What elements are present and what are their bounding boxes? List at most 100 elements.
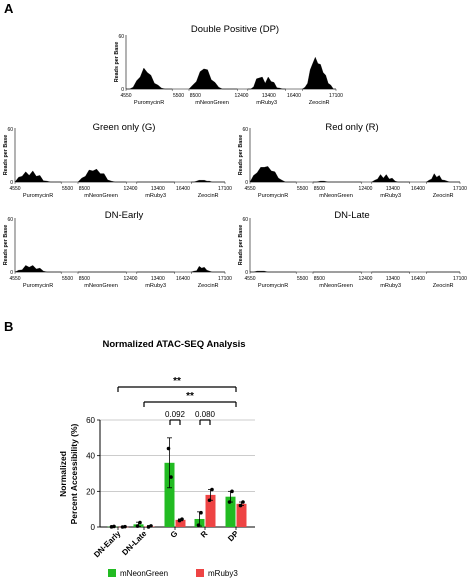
gene-label-zeocinr: ZeocinR — [433, 193, 454, 199]
xtick-label-g: G — [169, 529, 180, 540]
legend-label-mneongreen: mNeonGreen — [120, 569, 168, 578]
gene-label-mneongreen: mNeonGreen — [319, 193, 353, 199]
track-y-label: Reads per Base — [238, 135, 244, 175]
track-y-label: Reads per Base — [114, 42, 120, 82]
track-coordinate-label: 12400 — [124, 276, 138, 282]
track-coordinate-label: 12400 — [359, 276, 373, 282]
legend-label-mruby3: mRuby3 — [208, 569, 238, 578]
track-coordinate-label: 4550 — [120, 93, 131, 99]
gene-label-mneongreen: mNeonGreen — [84, 193, 118, 199]
replicate-point — [199, 510, 203, 515]
track-coordinate-label: 17100 — [453, 186, 467, 192]
bar-mruby3-g — [175, 519, 186, 527]
coverage-area-puromycinr — [14, 265, 62, 273]
track-coordinate-label: 8500 — [79, 186, 90, 192]
gene-label-mneongreen: mNeonGreen — [195, 100, 229, 106]
track-y-label: Reads per Base — [3, 135, 9, 175]
gene-label-mneongreen: mNeonGreen — [84, 283, 118, 289]
bar-mneongreen-g — [164, 462, 175, 527]
replicate-point — [169, 475, 173, 479]
gene-label-puromycinr: PuromycinR — [23, 193, 53, 199]
track-y-label: Reads per Base — [3, 225, 9, 265]
track-title: Red only (R) — [325, 122, 378, 133]
track-coordinate-label: 5500 — [62, 276, 73, 282]
gene-label-puromycinr: PuromycinR — [134, 100, 164, 106]
track-ytick-label: 0 — [121, 87, 124, 93]
track-coordinate-label: 12400 — [124, 186, 138, 192]
track-ytick-label: 60 — [118, 34, 124, 40]
coverage-area-puromycinr — [14, 170, 62, 183]
coverage-area-mneongreen — [188, 68, 238, 90]
track-coordinate-label: 12400 — [235, 93, 249, 99]
track-coordinate-label: 5500 — [173, 93, 184, 99]
replicate-point — [135, 524, 140, 528]
accessibility-bar-chart: Normalized ATAC-SEQ Analysis 0 20 40 60 Norma… — [58, 339, 255, 578]
track-coordinate-label: 5500 — [62, 186, 73, 192]
pvalue-bracket-r-label: 0.080 — [195, 410, 216, 419]
significance-bracket-1-label: ** — [173, 376, 181, 387]
gene-label-mruby3: mRuby3 — [380, 283, 401, 289]
track-coordinate-label: 17100 — [453, 276, 467, 282]
track-ytick-label: 0 — [10, 180, 13, 186]
track-coordinate-label: 16400 — [176, 186, 190, 192]
coverage-area-mneongreen — [313, 180, 362, 183]
significance-bracket-2-label: ** — [186, 391, 194, 402]
panel-letter-b: B — [4, 319, 13, 334]
track-coordinate-label: 13400 — [386, 186, 400, 192]
panel-letter-a: A — [4, 1, 14, 16]
track-ytick-label: 0 — [245, 270, 248, 276]
coverage-area-puromycinr — [250, 270, 297, 273]
coverage-area-zeocinr — [191, 266, 225, 273]
track-coordinate-label: 5500 — [297, 276, 308, 282]
track-coordinate-label: 12400 — [359, 186, 373, 192]
y-axis-label: Percent Accessibility (%) — [69, 423, 79, 524]
ytick-label: 20 — [86, 487, 95, 496]
track-ytick-label: 60 — [242, 127, 248, 133]
gene-label-zeocinr: ZeocinR — [309, 100, 330, 106]
track-coordinate-label: 16400 — [176, 276, 190, 282]
track-title: Green only (G) — [93, 122, 156, 133]
coverage-area-mruby3 — [247, 76, 286, 90]
gene-label-zeocinr: ZeocinR — [198, 283, 219, 289]
xtick-label-dn-early: DN-Early — [92, 529, 123, 560]
bar-mruby3-dp — [236, 503, 247, 527]
replicate-point — [166, 446, 171, 451]
track-ytick-label: 60 — [7, 217, 13, 223]
gene-label-puromycinr: PuromycinR — [258, 283, 288, 289]
bar-mruby3-r — [205, 494, 216, 527]
replicate-point — [196, 523, 201, 528]
replicate-point — [180, 517, 184, 521]
replicate-point — [207, 498, 212, 503]
track-coordinate-label: 17100 — [329, 93, 343, 99]
coverage-area-puromycinr — [249, 166, 297, 183]
track-coordinate-label: 4550 — [9, 276, 20, 282]
replicate-point — [112, 524, 116, 529]
legend-swatch-mruby3 — [196, 569, 204, 577]
replicate-point — [227, 500, 232, 504]
gene-label-puromycinr: PuromycinR — [23, 283, 53, 289]
track-ytick-label: 0 — [245, 180, 248, 186]
gene-label-mruby3: mRuby3 — [145, 283, 166, 289]
track-coordinate-label: 8500 — [79, 276, 90, 282]
gene-label-mruby3: mRuby3 — [256, 100, 277, 106]
gene-label-zeocinr: ZeocinR — [198, 193, 219, 199]
track-coordinate-label: 13400 — [386, 276, 400, 282]
ytick-label: 60 — [86, 416, 95, 425]
track-title: Double Positive (DP) — [191, 24, 279, 35]
track-coordinate-label: 17100 — [218, 186, 232, 192]
replicate-point — [138, 520, 142, 525]
track-coordinate-label: 13400 — [151, 186, 165, 192]
track-coordinate-label: 13400 — [151, 276, 165, 282]
track-coordinate-label: 17100 — [218, 276, 232, 282]
coverage-area-zeocinr — [191, 180, 225, 183]
track-y-label: Reads per Base — [238, 225, 244, 265]
replicate-point — [230, 489, 234, 494]
ytick-label: 40 — [86, 452, 95, 461]
ytick-label: 0 — [91, 523, 96, 532]
gene-label-mruby3: mRuby3 — [145, 193, 166, 199]
